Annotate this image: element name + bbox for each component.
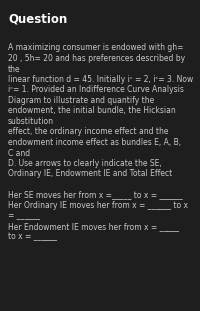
Text: Her Endowment IE moves her from x = _____: Her Endowment IE moves her from x = ____…: [8, 222, 179, 231]
Text: C and: C and: [8, 148, 30, 157]
Text: substitution: substitution: [8, 117, 54, 126]
Text: the: the: [8, 64, 21, 73]
Text: to x = ______: to x = ______: [8, 233, 57, 242]
Text: Her Ordinary IE moves her from x = ______ to x: Her Ordinary IE moves her from x = _____…: [8, 201, 188, 210]
Text: Ordinary IE, Endowment IE and Total Effect: Ordinary IE, Endowment IE and Total Effe…: [8, 169, 172, 179]
Text: D. Use arrows to clearly indicate the SE,: D. Use arrows to clearly indicate the SE…: [8, 159, 162, 168]
Text: effect, the ordinary income effect and the: effect, the ordinary income effect and t…: [8, 128, 168, 137]
Text: Question: Question: [8, 13, 67, 26]
Text: linear function d = 45. Initially iᶜ = 2, iᶜ= 3. Now: linear function d = 45. Initially iᶜ = 2…: [8, 75, 193, 84]
Text: endowment income effect as bundles E, A, B,: endowment income effect as bundles E, A,…: [8, 138, 181, 147]
Text: 20 , 5h= 20 and has preferences described by: 20 , 5h= 20 and has preferences describe…: [8, 54, 185, 63]
Text: A maximizing consumer is endowed with gh=: A maximizing consumer is endowed with gh…: [8, 44, 184, 53]
Text: iᶜ= 1. Provided an Indifference Curve Analysis: iᶜ= 1. Provided an Indifference Curve An…: [8, 86, 184, 95]
Text: Diagram to illustrate and quantify the: Diagram to illustrate and quantify the: [8, 96, 154, 105]
Text: = ______: = ______: [8, 211, 40, 220]
Text: Her SE moves her from x =_____ to x = ______: Her SE moves her from x =_____ to x = __…: [8, 191, 183, 199]
Text: endowment, the initial bundle, the Hicksian: endowment, the initial bundle, the Hicks…: [8, 106, 176, 115]
